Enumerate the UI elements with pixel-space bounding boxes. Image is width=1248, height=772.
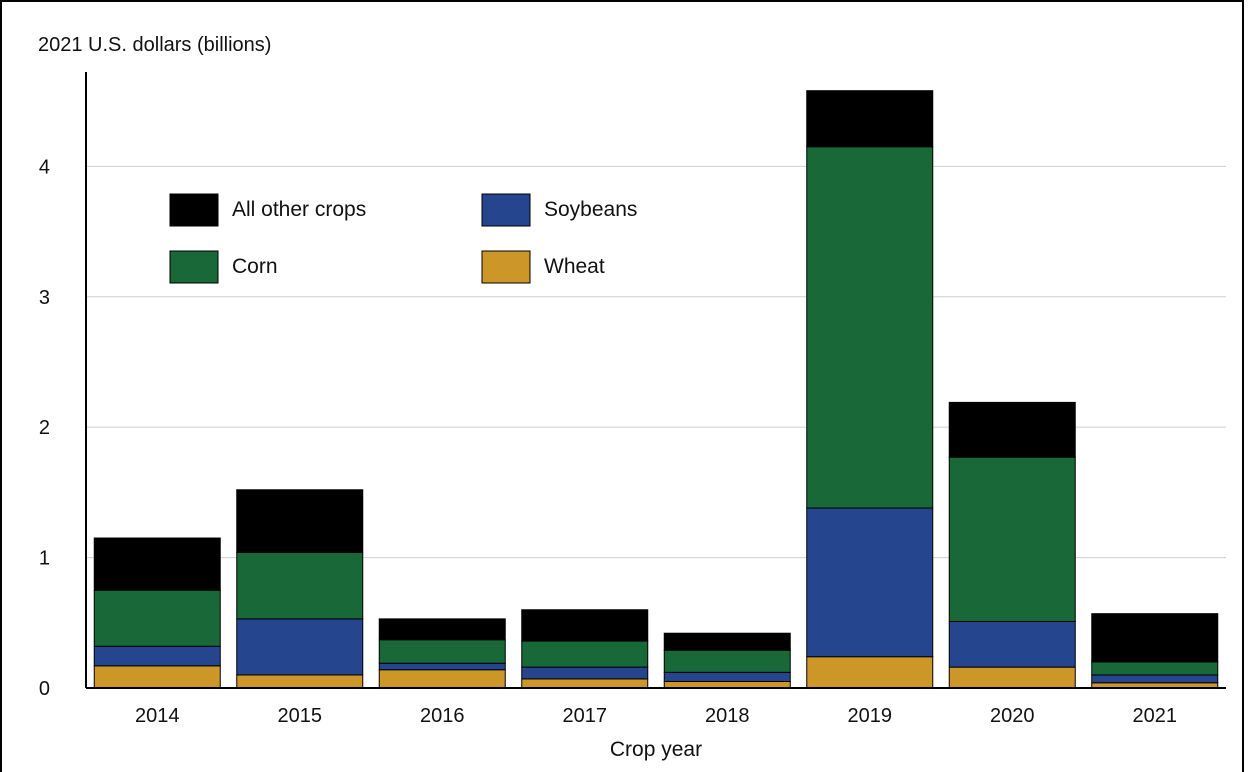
y-tick-label: 2: [39, 417, 50, 439]
bar-segment-all-other-crops: [521, 609, 649, 642]
bar-segment-wheat: [93, 665, 221, 689]
x-tick-label: 2020: [990, 705, 1035, 727]
bar-segment-corn: [378, 639, 506, 664]
legend-swatch: [169, 250, 219, 284]
bar-segment-wheat: [948, 666, 1076, 689]
legend-label: All other crops: [232, 198, 366, 221]
bar-segment-corn: [806, 146, 934, 509]
legend-swatch: [481, 250, 531, 284]
bar-segment-soybeans: [806, 507, 934, 658]
bar-segment-corn: [521, 640, 649, 668]
bar-segment-soybeans: [948, 620, 1076, 668]
bar-segment-corn: [236, 551, 364, 620]
x-axis-title: Crop year: [610, 738, 702, 761]
y-tick-label: 4: [39, 156, 50, 178]
bar-segment-all-other-crops: [378, 618, 506, 641]
x-tick-label: 2021: [1133, 705, 1178, 727]
bar-segment-soybeans: [93, 645, 221, 667]
bar-segment-corn: [948, 456, 1076, 622]
bar-segment-soybeans: [1091, 674, 1219, 684]
y-axis-title: 2021 U.S. dollars (billions): [38, 34, 272, 56]
bar-segment-soybeans: [521, 666, 649, 680]
y-tick-label: 3: [39, 287, 50, 309]
bar-segment-wheat: [236, 674, 364, 689]
x-tick-label: 2014: [135, 705, 180, 727]
legend-swatch: [481, 193, 531, 227]
x-tick-labels: 2014 2015 2016 2017 2018 2019 2020 2021: [135, 705, 1177, 727]
bar-segment-soybeans: [378, 662, 506, 671]
bar-segment-soybeans: [663, 671, 791, 682]
x-tick-label: 2015: [278, 705, 323, 727]
legend-swatch: [169, 193, 219, 227]
legend-label: Soybeans: [544, 198, 637, 221]
bar-segment-corn: [663, 649, 791, 673]
bar-segment-all-other-crops: [93, 537, 221, 591]
bar-segment-all-other-crops: [236, 489, 364, 553]
bar-segment-all-other-crops: [806, 90, 934, 148]
legend-label: Wheat: [544, 255, 605, 278]
y-tick-label: 1: [39, 548, 50, 570]
bar-segment-wheat: [378, 669, 506, 689]
bar-segment-wheat: [521, 678, 649, 689]
bars: [93, 90, 1219, 689]
legend-label: Corn: [232, 255, 278, 278]
x-tick-label: 2016: [420, 705, 465, 727]
bar-segment-all-other-crops: [663, 632, 791, 651]
legend: All other crops Soybeans Corn Wheat: [169, 193, 637, 284]
bar-segment-wheat: [806, 656, 934, 689]
bar-segment-corn: [1091, 661, 1219, 676]
bar-segment-all-other-crops: [948, 401, 1076, 458]
x-tick-label: 2018: [705, 705, 750, 727]
x-tick-label: 2017: [563, 705, 608, 727]
bar-segment-corn: [93, 589, 221, 647]
bar-segment-soybeans: [236, 618, 364, 676]
y-tick-labels: 0 1 2 3 4: [39, 156, 50, 700]
x-tick-label: 2019: [848, 705, 893, 727]
y-tick-label: 0: [39, 678, 50, 700]
bar-segment-all-other-crops: [1091, 613, 1219, 663]
